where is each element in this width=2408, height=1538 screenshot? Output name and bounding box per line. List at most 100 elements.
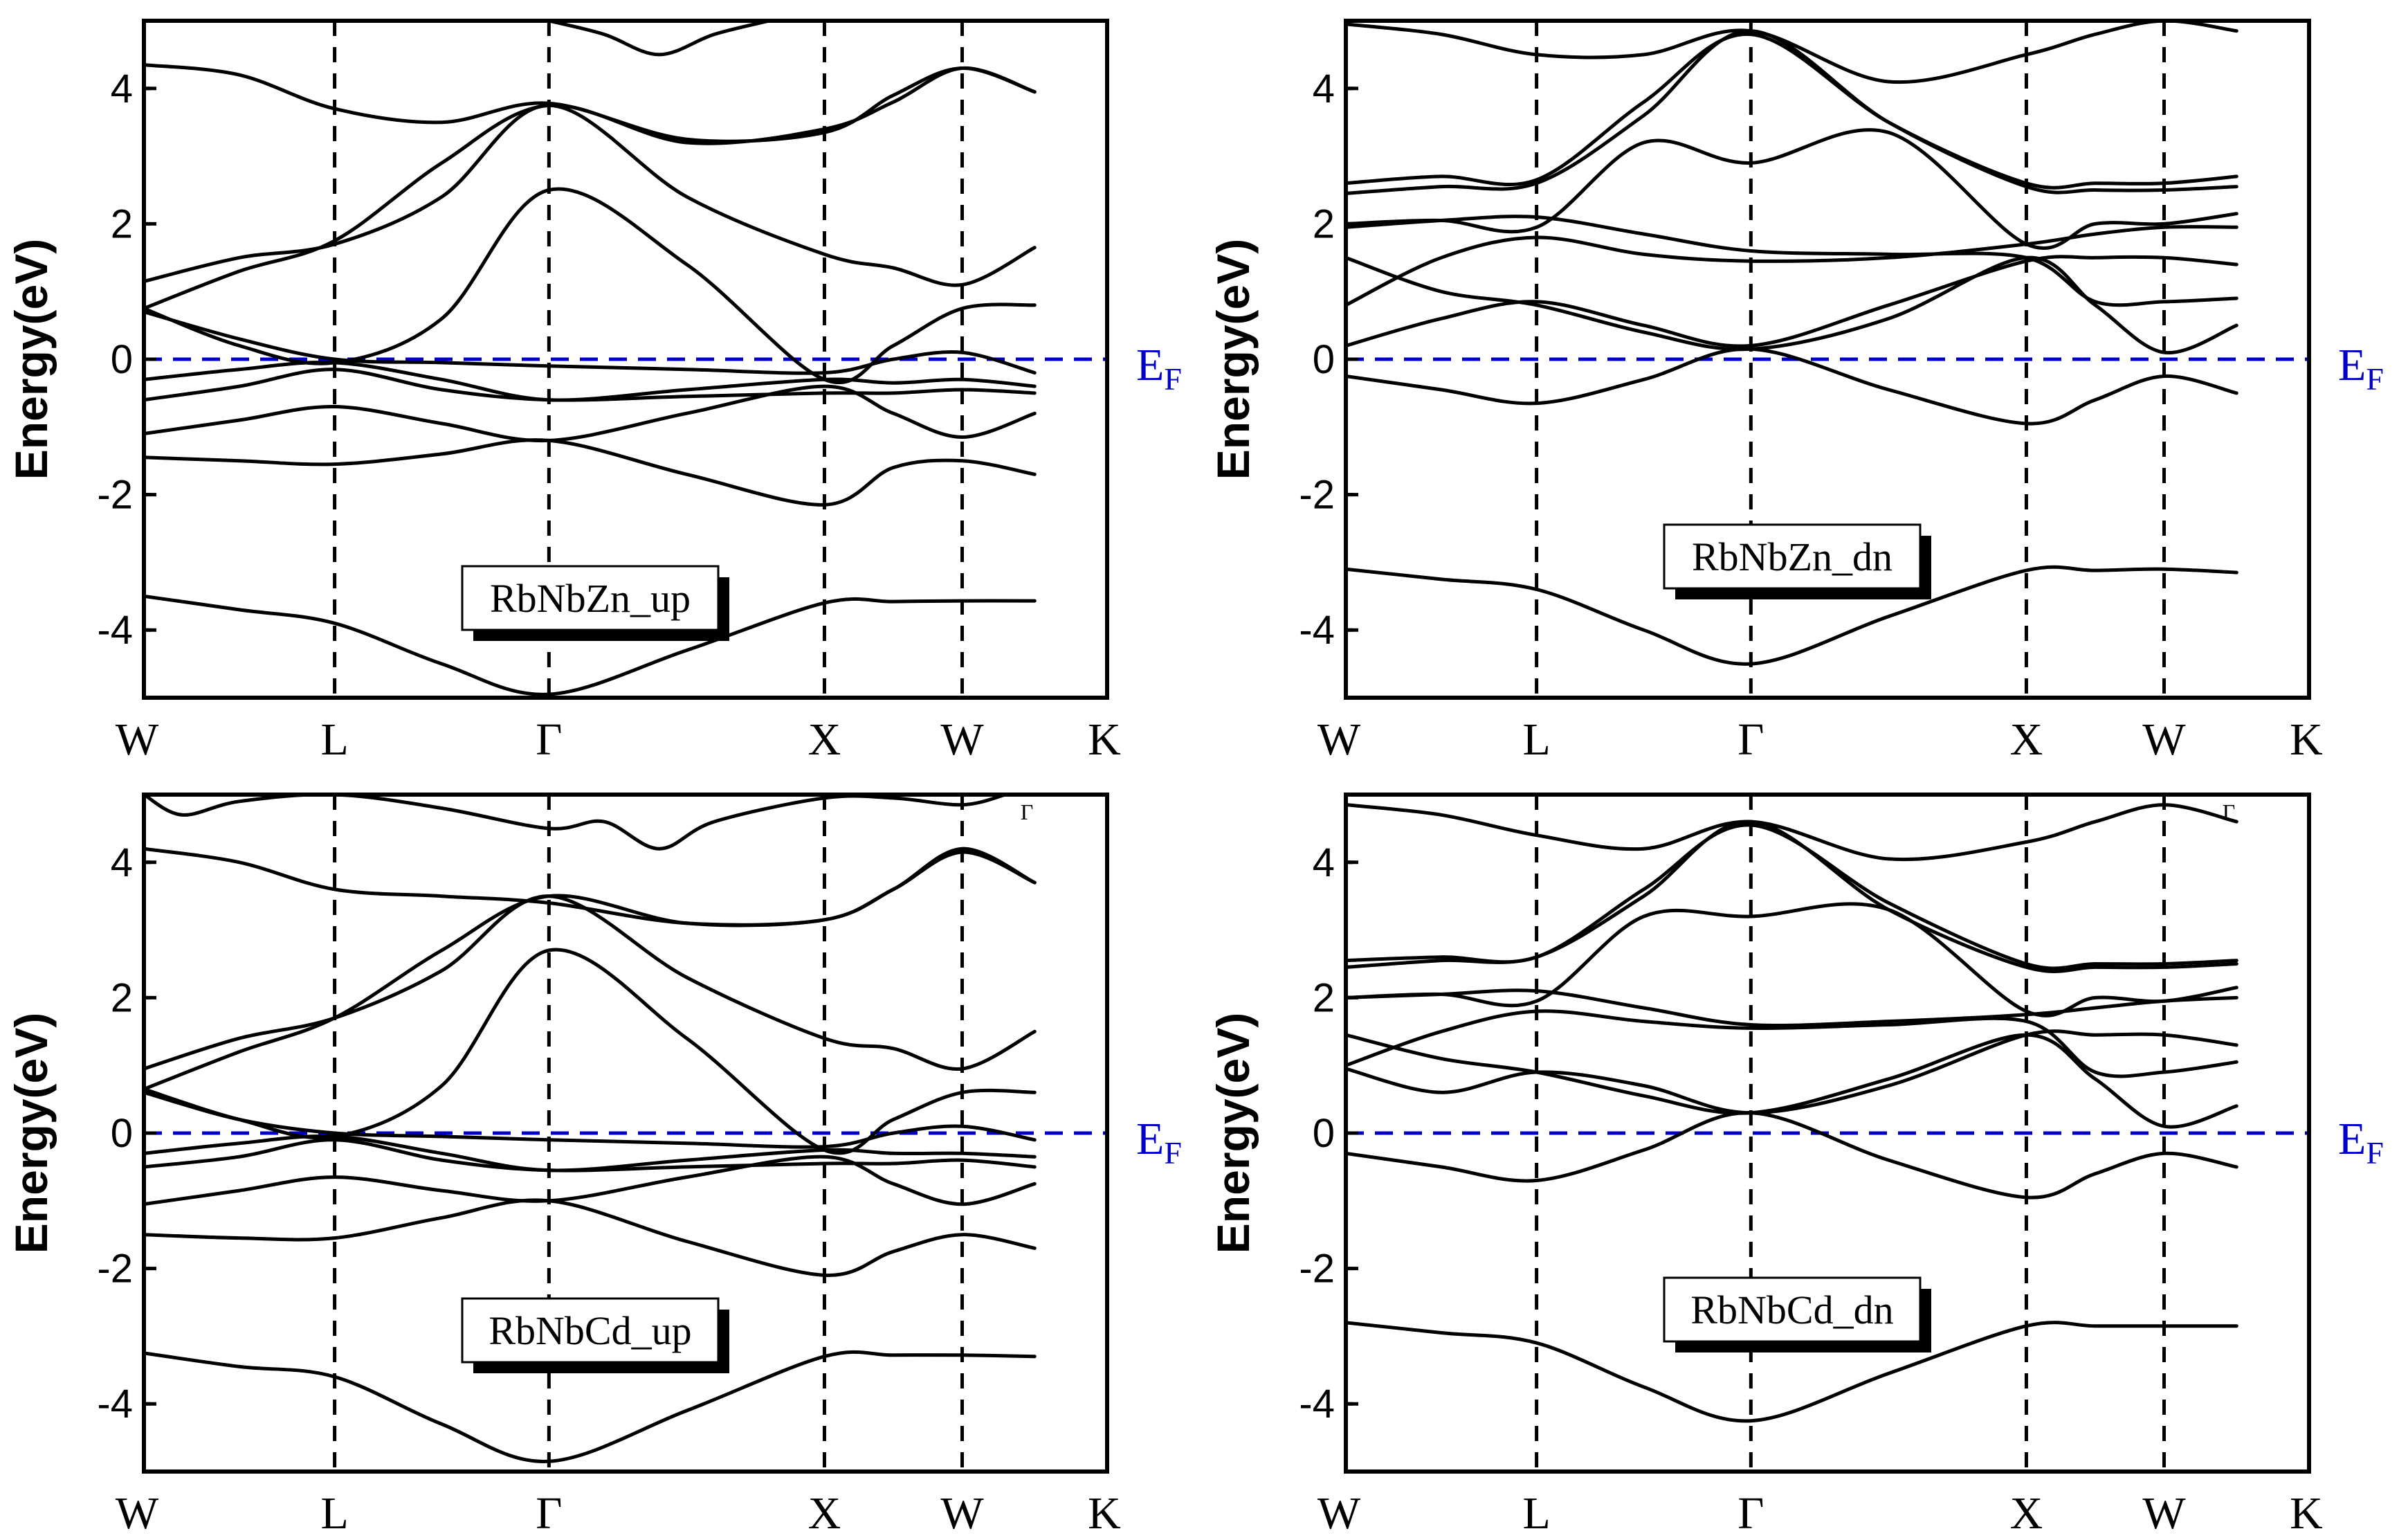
panel-rbnbcd-up: -4 -2 0 2 4 W L Γ X W K Energy(eV) EF Γ RbNbCd_up <box>6 793 1182 1538</box>
legend-box: RbNbZn_dn <box>1663 523 1931 599</box>
y-tick-label: -4 <box>1299 608 1335 653</box>
band-line-band1 <box>1346 1321 2238 1423</box>
band-line-band2 <box>144 1198 1037 1277</box>
x-tick-label: W <box>116 1488 159 1538</box>
x-tick-label: X <box>808 714 841 765</box>
band-line-band10 <box>144 63 1037 143</box>
panel-rbnbzn-up: -4 -2 0 2 4 W L Γ X W K Energy(eV) EF RbNbZn_up <box>6 19 1182 765</box>
y-tick-label: 0 <box>111 1111 133 1156</box>
panel-label: RbNbCd_dn <box>1690 1287 1893 1332</box>
band-line-band5 <box>144 360 1037 402</box>
y-tick-label: -4 <box>97 1382 133 1427</box>
band-line-band6 <box>1346 215 2238 307</box>
band-line-band3 <box>144 1155 1037 1206</box>
x-tick-label: W <box>2142 714 2186 765</box>
band-line-band10 <box>144 847 1037 927</box>
x-tick-label: L <box>1522 714 1550 765</box>
panel-label: RbNbZn_up <box>490 576 691 621</box>
band-line-band3 <box>1346 255 2238 348</box>
panel-label: RbNbZn_dn <box>1692 534 1892 579</box>
y-tick-label: 4 <box>1313 66 1335 111</box>
x-tick-label: W <box>1317 1488 1361 1538</box>
band-line-band8 <box>144 103 1037 287</box>
legend-box: RbNbZn_up <box>461 565 729 641</box>
y-tick-label: 2 <box>111 975 133 1020</box>
y-tick-label: -4 <box>1299 1382 1335 1427</box>
y-tick-label: 0 <box>111 337 133 382</box>
panel-rbnbcd-dn: -4 -2 0 2 4 W L Γ X W K Energy(eV) EF Γ RbNbCd_dn <box>1207 793 2384 1538</box>
corner-annotation: Γ <box>1021 799 1034 824</box>
y-tick-label: -2 <box>1299 473 1335 518</box>
panel-rbnbzn-dn: -4 -2 0 2 4 W L Γ X W K Energy(eV) EF RbNbZn_dn <box>1207 19 2384 765</box>
band-line-band4 <box>1346 225 2238 307</box>
y-tick-label: 4 <box>111 66 133 111</box>
x-tick-label: K <box>1088 1488 1121 1538</box>
x-tick-label: W <box>940 1488 984 1538</box>
y-tick-label: 4 <box>1313 840 1335 885</box>
band-line-band9 <box>1346 33 2238 190</box>
band-line-band9 <box>144 850 1037 1091</box>
band-line-band1 <box>144 594 1037 696</box>
y-tick-label: -2 <box>1299 1247 1335 1292</box>
x-tick-label: K <box>1088 714 1121 765</box>
band-line-band3 <box>1346 1029 2238 1115</box>
y-axis-label: Energy(eV) <box>1207 239 1259 480</box>
fermi-level-label: EF <box>1136 340 1182 397</box>
x-tick-label: Γ <box>1737 1488 1764 1538</box>
x-tick-label: W <box>940 714 984 765</box>
band-line-band5 <box>144 1134 1037 1173</box>
x-tick-label: X <box>2010 714 2043 765</box>
band-line-band8 <box>144 894 1037 1071</box>
band-line-band2 <box>144 438 1037 507</box>
x-tick-label: Γ <box>1737 714 1764 765</box>
band-line-band7 <box>1346 128 2238 251</box>
x-tick-label: L <box>320 1488 348 1538</box>
x-tick-label: X <box>2010 1488 2043 1538</box>
panel-label: RbNbCd_up <box>489 1308 691 1353</box>
band-line-band10 <box>1346 21 2238 84</box>
x-tick-label: Γ <box>536 714 562 765</box>
x-tick-label: L <box>1522 1488 1550 1538</box>
x-tick-label: L <box>320 714 348 765</box>
y-tick-label: -2 <box>97 1247 133 1292</box>
band-line-band7 <box>144 187 1037 385</box>
legend-box: RbNbCd_up <box>461 1297 729 1373</box>
band-line-band4 <box>144 368 1037 402</box>
band-line-band5 <box>1346 255 2238 355</box>
x-tick-label: K <box>2290 714 2323 765</box>
band-line-band1 <box>1346 565 2238 666</box>
band-line-band11 <box>547 21 772 57</box>
band-line-band4 <box>1346 1033 2238 1129</box>
x-tick-label: K <box>2290 1488 2323 1538</box>
band-line-band7 <box>144 948 1037 1155</box>
x-tick-label: W <box>1317 714 1361 765</box>
x-tick-label: W <box>2142 1488 2186 1538</box>
y-tick-label: 2 <box>1313 975 1335 1020</box>
fermi-level-label: EF <box>2338 340 2384 397</box>
band-line-band5 <box>1346 1009 2238 1078</box>
band-line-band7 <box>1346 902 2238 1017</box>
y-tick-label: 2 <box>111 201 133 246</box>
y-tick-label: 0 <box>1313 337 1335 382</box>
band-line-band6 <box>144 310 1037 375</box>
y-tick-label: -2 <box>97 473 133 518</box>
corner-annotation: Γ <box>2223 799 2236 824</box>
band-line-band6 <box>144 1090 1037 1149</box>
band-line-band8 <box>1346 820 2238 973</box>
x-tick-label: W <box>116 714 159 765</box>
band-line-band1 <box>144 1350 1037 1463</box>
band-line-band9 <box>144 66 1037 311</box>
fermi-level-label: EF <box>2338 1114 2384 1170</box>
band-line-band2 <box>1346 1111 2238 1200</box>
band-line-band10 <box>1346 803 2238 862</box>
band-line-band3 <box>144 384 1037 443</box>
y-tick-label: 0 <box>1313 1111 1335 1156</box>
x-tick-label: X <box>808 1488 841 1538</box>
band-line-band2 <box>1346 347 2238 426</box>
x-tick-label: Γ <box>536 1488 562 1538</box>
y-axis-label: Energy(eV) <box>6 1013 57 1254</box>
legend-box: RbNbCd_dn <box>1663 1276 1931 1352</box>
band-line-band9 <box>1346 823 2238 970</box>
y-axis-label: Energy(eV) <box>6 239 57 480</box>
